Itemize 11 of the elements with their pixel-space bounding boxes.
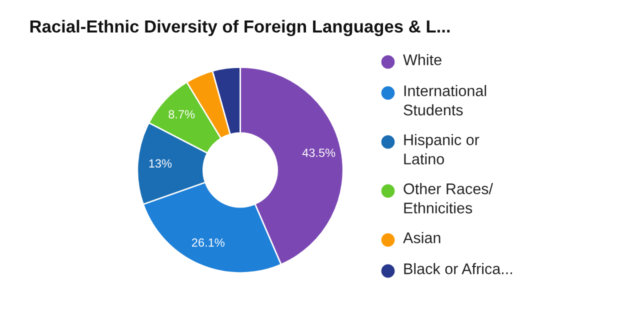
legend-label: Asian [403,232,440,244]
data-label: 8.7% [168,110,195,118]
legend-label: White [403,54,442,66]
legend-label: Hispanic or Latino [404,134,480,164]
legend-label: Black or Africa... [404,263,512,274]
data-label: 43.5% [302,148,336,157]
chart-title: Racial-Ethnic Diversity of Foreign Languages & L... [30,20,450,36]
legend-label: International Students [404,85,486,116]
data-label: 26.1% [192,238,224,247]
data-label: 13% [149,159,172,168]
legend-label: Other Races/ Ethnicities [404,183,494,214]
